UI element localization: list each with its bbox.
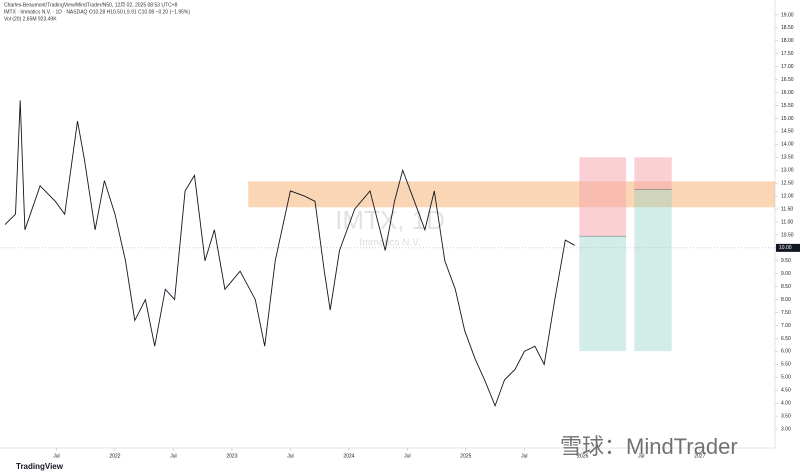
logo: TradingView [16, 462, 64, 471]
y-tick-label: 4.50 [781, 388, 791, 394]
y-tick-label: 8.50 [781, 284, 791, 290]
x-tick-label: 2024 [343, 453, 354, 459]
y-tick-label: 6.00 [781, 349, 791, 355]
y-tick-label: 3.00 [781, 426, 791, 432]
y-tick-label: 9.50 [781, 258, 791, 264]
y-tick-label: 12.50 [781, 181, 794, 187]
x-tick-label: Jul [521, 453, 527, 459]
x-tick-label: 2022 [109, 453, 120, 459]
y-tick-label: 17.50 [781, 51, 794, 57]
author-line: Charles-Beaumont/TradingView/MindTrader/… [4, 2, 178, 8]
y-tick-label: 8.00 [781, 297, 791, 303]
y-tick-label: 16.00 [781, 90, 794, 96]
current-price-label: 10.00 [779, 245, 792, 251]
plot: 3.00 3.50 4.00 4.50 5.00 5.50 6.00 6.50 7.00 7.50… [0, 12, 800, 459]
y-tick-label: 7.50 [781, 310, 791, 316]
x-tick-label: Jul [287, 453, 293, 459]
x-tick-label: Jul [53, 453, 59, 459]
y-tick-label: 7.00 [781, 323, 791, 329]
y-tick-label: 11.00 [781, 219, 793, 225]
resistance-zone [248, 181, 776, 208]
current-price-tag [776, 243, 800, 252]
y-tick-label: 16.50 [781, 77, 794, 83]
y-tick-label: 15.50 [781, 103, 794, 109]
x-tick-label: Jul [638, 453, 644, 459]
target-box [579, 236, 627, 352]
footer-watermark: 雪球：MindTrader [560, 434, 738, 459]
y-tick-label: 10.50 [781, 232, 794, 238]
y-tick-label: 19.00 [781, 12, 794, 18]
y-tick-label: 12.00 [781, 193, 794, 199]
x-tick-label: Jul [170, 453, 176, 459]
y-tick-label: 5.00 [781, 375, 791, 381]
y-tick-label: 13.50 [781, 155, 794, 161]
symbol-line: IMTX · Immatics N.V. · 1D · NASDAQ O10.2… [4, 9, 190, 15]
y-tick-label: 14.50 [781, 129, 794, 135]
y-tick-label: 15.00 [781, 116, 794, 122]
y-tick-label: 5.50 [781, 362, 791, 368]
price-line [4, 100, 575, 408]
y-tick-label: 6.50 [781, 336, 791, 342]
y-tick-label: 13.00 [781, 168, 794, 174]
x-tick-label: 2027 [694, 453, 705, 459]
y-tick-label: 4.00 [781, 401, 791, 407]
y-tick-label: 3.50 [781, 413, 791, 419]
y-tick-label: 18.50 [781, 25, 794, 31]
y-tick-label: 11.50 [781, 206, 793, 212]
x-tick-label: Jul [404, 453, 410, 459]
watermark-sub: Immatics N.V. [359, 238, 420, 249]
x-tick-label: 2026 [577, 453, 588, 459]
y-tick-label: 18.00 [781, 38, 794, 44]
y-tick-label: 17.00 [781, 64, 794, 70]
stop-box [634, 157, 672, 190]
y-tick-label: 9.00 [781, 271, 791, 277]
y-tick-label: 14.00 [781, 142, 794, 148]
target-box [634, 189, 672, 352]
x-tick-label: 2023 [226, 453, 237, 459]
stop-box [579, 157, 627, 237]
volume-line: Vol (20) 2.65M 923.49K [4, 16, 57, 22]
watermark: IMTX, 1D [335, 205, 445, 235]
x-tick-label: 2025 [460, 453, 471, 459]
